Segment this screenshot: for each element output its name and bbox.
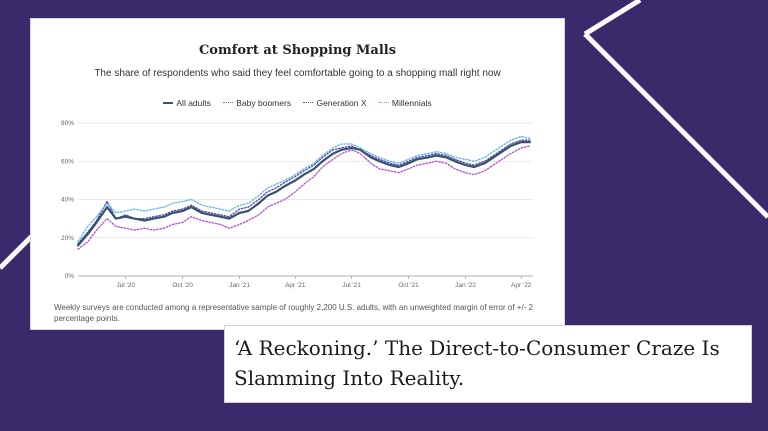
y-tick-label: 20% [61,235,74,242]
legend-swatch-all-adults [163,101,174,104]
x-tick-label: Jul '20 [116,282,135,289]
article-headline[interactable]: ‘A Reckoning.’ The Direct-to-Consumer Cr… [234,336,720,390]
y-tick-label: 40% [61,197,74,204]
x-tick-label: Oct '21 [398,282,419,289]
legend-item-millennials: Millennials [378,98,432,108]
legend-label: Generation X [316,98,367,108]
legend-swatch-millennials [378,102,389,104]
series-line-generation-x [77,139,531,245]
chart-subtitle: The share of respondents who said they f… [94,68,501,79]
series-line-baby-boomers [77,145,531,250]
x-tick-label: Oct '20 [172,282,193,289]
chart-card: Comfort at Shopping Malls The share of r… [30,18,565,330]
legend-swatch-baby-boomers [223,102,234,104]
x-tick-label: Apr '21 [285,282,306,289]
chart-title: Comfort at Shopping Malls [198,43,397,58]
legend-label: All adults [176,98,211,108]
x-tick-label: Jan '22 [455,282,476,289]
legend-item-baby-boomers: Baby boomers [223,98,291,108]
series-line-all-adults [76,140,531,247]
chart-legend: All adults Baby boomers Generation X Mil… [31,98,564,108]
series-line-millennials [77,135,531,243]
x-tick-label: Jul '21 [342,282,361,289]
headline-card: ‘A Reckoning.’ The Direct-to-Consumer Cr… [224,325,752,403]
y-tick-label: 0% [65,273,75,280]
y-tick-label: 60% [61,158,74,165]
legend-label: Baby boomers [236,98,292,108]
x-tick-label: Jan '21 [229,282,250,289]
legend-swatch-generation-x [303,102,314,104]
legend-item-all-adults: All adults [163,98,211,108]
x-tick-label: Apr '22 [511,282,532,289]
legend-item-generation-x: Generation X [303,98,367,108]
legend-label: Millennials [391,98,432,108]
y-tick-label: 80% [61,120,74,127]
chart-footnote: Weekly surveys are conducted among a rep… [54,303,533,323]
line-chart: 0% 20% 40% 60% 80% Jul '20 Oct '20 Jan '21 Apr '… [61,120,533,289]
